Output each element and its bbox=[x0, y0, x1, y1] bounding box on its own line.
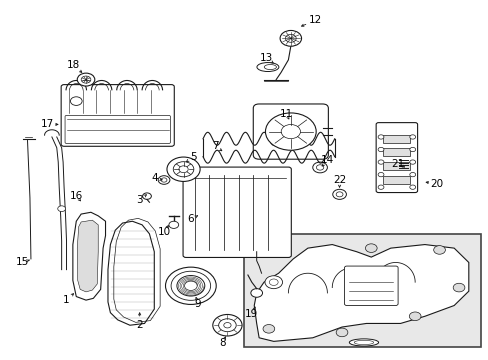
Text: 16: 16 bbox=[69, 191, 83, 201]
Circle shape bbox=[377, 160, 383, 164]
Text: 8: 8 bbox=[219, 338, 225, 348]
Circle shape bbox=[158, 176, 169, 184]
Text: 14: 14 bbox=[320, 155, 333, 165]
Text: 12: 12 bbox=[308, 15, 321, 26]
Circle shape bbox=[177, 275, 204, 296]
Text: 2: 2 bbox=[136, 320, 142, 330]
Text: 13: 13 bbox=[259, 53, 272, 63]
Ellipse shape bbox=[256, 63, 278, 72]
Text: 10: 10 bbox=[157, 227, 170, 237]
Text: 15: 15 bbox=[16, 257, 29, 267]
Polygon shape bbox=[254, 244, 468, 341]
FancyBboxPatch shape bbox=[183, 167, 291, 257]
Bar bbox=[383, 135, 409, 143]
Text: 9: 9 bbox=[194, 299, 201, 309]
Circle shape bbox=[335, 328, 347, 337]
Text: 4: 4 bbox=[151, 173, 157, 183]
Text: 19: 19 bbox=[244, 310, 258, 319]
Circle shape bbox=[377, 172, 383, 177]
Circle shape bbox=[142, 193, 151, 199]
Text: 6: 6 bbox=[187, 215, 194, 224]
Circle shape bbox=[269, 279, 278, 285]
Circle shape bbox=[409, 172, 415, 177]
Circle shape bbox=[377, 135, 383, 139]
Circle shape bbox=[70, 97, 82, 105]
Circle shape bbox=[280, 31, 301, 46]
Text: 18: 18 bbox=[67, 60, 81, 70]
Text: 21: 21 bbox=[391, 159, 404, 169]
Text: 22: 22 bbox=[332, 175, 346, 185]
Text: 17: 17 bbox=[41, 120, 54, 129]
Text: 7: 7 bbox=[211, 141, 218, 151]
Text: 20: 20 bbox=[429, 179, 443, 189]
Circle shape bbox=[409, 135, 415, 139]
Circle shape bbox=[265, 113, 316, 150]
Circle shape bbox=[171, 271, 210, 300]
Circle shape bbox=[161, 178, 166, 182]
Circle shape bbox=[179, 166, 188, 173]
Bar bbox=[383, 176, 409, 184]
Circle shape bbox=[452, 283, 464, 292]
Circle shape bbox=[58, 206, 65, 212]
Circle shape bbox=[264, 276, 282, 289]
Circle shape bbox=[409, 160, 415, 164]
Text: 5: 5 bbox=[190, 152, 196, 162]
Circle shape bbox=[184, 281, 197, 291]
Ellipse shape bbox=[264, 64, 276, 69]
Circle shape bbox=[409, 147, 415, 152]
Bar bbox=[244, 234, 480, 347]
Circle shape bbox=[168, 221, 178, 228]
Polygon shape bbox=[77, 220, 98, 292]
Bar bbox=[383, 162, 409, 170]
Circle shape bbox=[165, 267, 216, 305]
Circle shape bbox=[173, 162, 193, 177]
Text: 3: 3 bbox=[136, 195, 142, 205]
Circle shape bbox=[335, 192, 342, 197]
Circle shape bbox=[433, 246, 445, 254]
Bar bbox=[383, 148, 409, 156]
Circle shape bbox=[377, 147, 383, 152]
Circle shape bbox=[316, 165, 323, 170]
Circle shape bbox=[218, 319, 236, 332]
Circle shape bbox=[263, 324, 274, 333]
Circle shape bbox=[166, 157, 200, 181]
FancyBboxPatch shape bbox=[375, 123, 417, 193]
Text: 1: 1 bbox=[63, 295, 70, 305]
FancyBboxPatch shape bbox=[61, 85, 174, 146]
Circle shape bbox=[409, 185, 415, 189]
Ellipse shape bbox=[348, 339, 378, 346]
Polygon shape bbox=[73, 212, 105, 300]
Text: 11: 11 bbox=[279, 109, 292, 119]
Circle shape bbox=[281, 125, 300, 139]
FancyBboxPatch shape bbox=[253, 104, 328, 159]
Circle shape bbox=[77, 73, 95, 86]
Circle shape bbox=[377, 185, 383, 189]
Circle shape bbox=[81, 76, 91, 83]
FancyBboxPatch shape bbox=[344, 266, 397, 306]
Circle shape bbox=[408, 312, 420, 320]
Circle shape bbox=[365, 244, 376, 252]
Circle shape bbox=[212, 315, 242, 336]
Circle shape bbox=[285, 35, 296, 42]
Circle shape bbox=[224, 323, 231, 328]
Circle shape bbox=[250, 289, 262, 297]
